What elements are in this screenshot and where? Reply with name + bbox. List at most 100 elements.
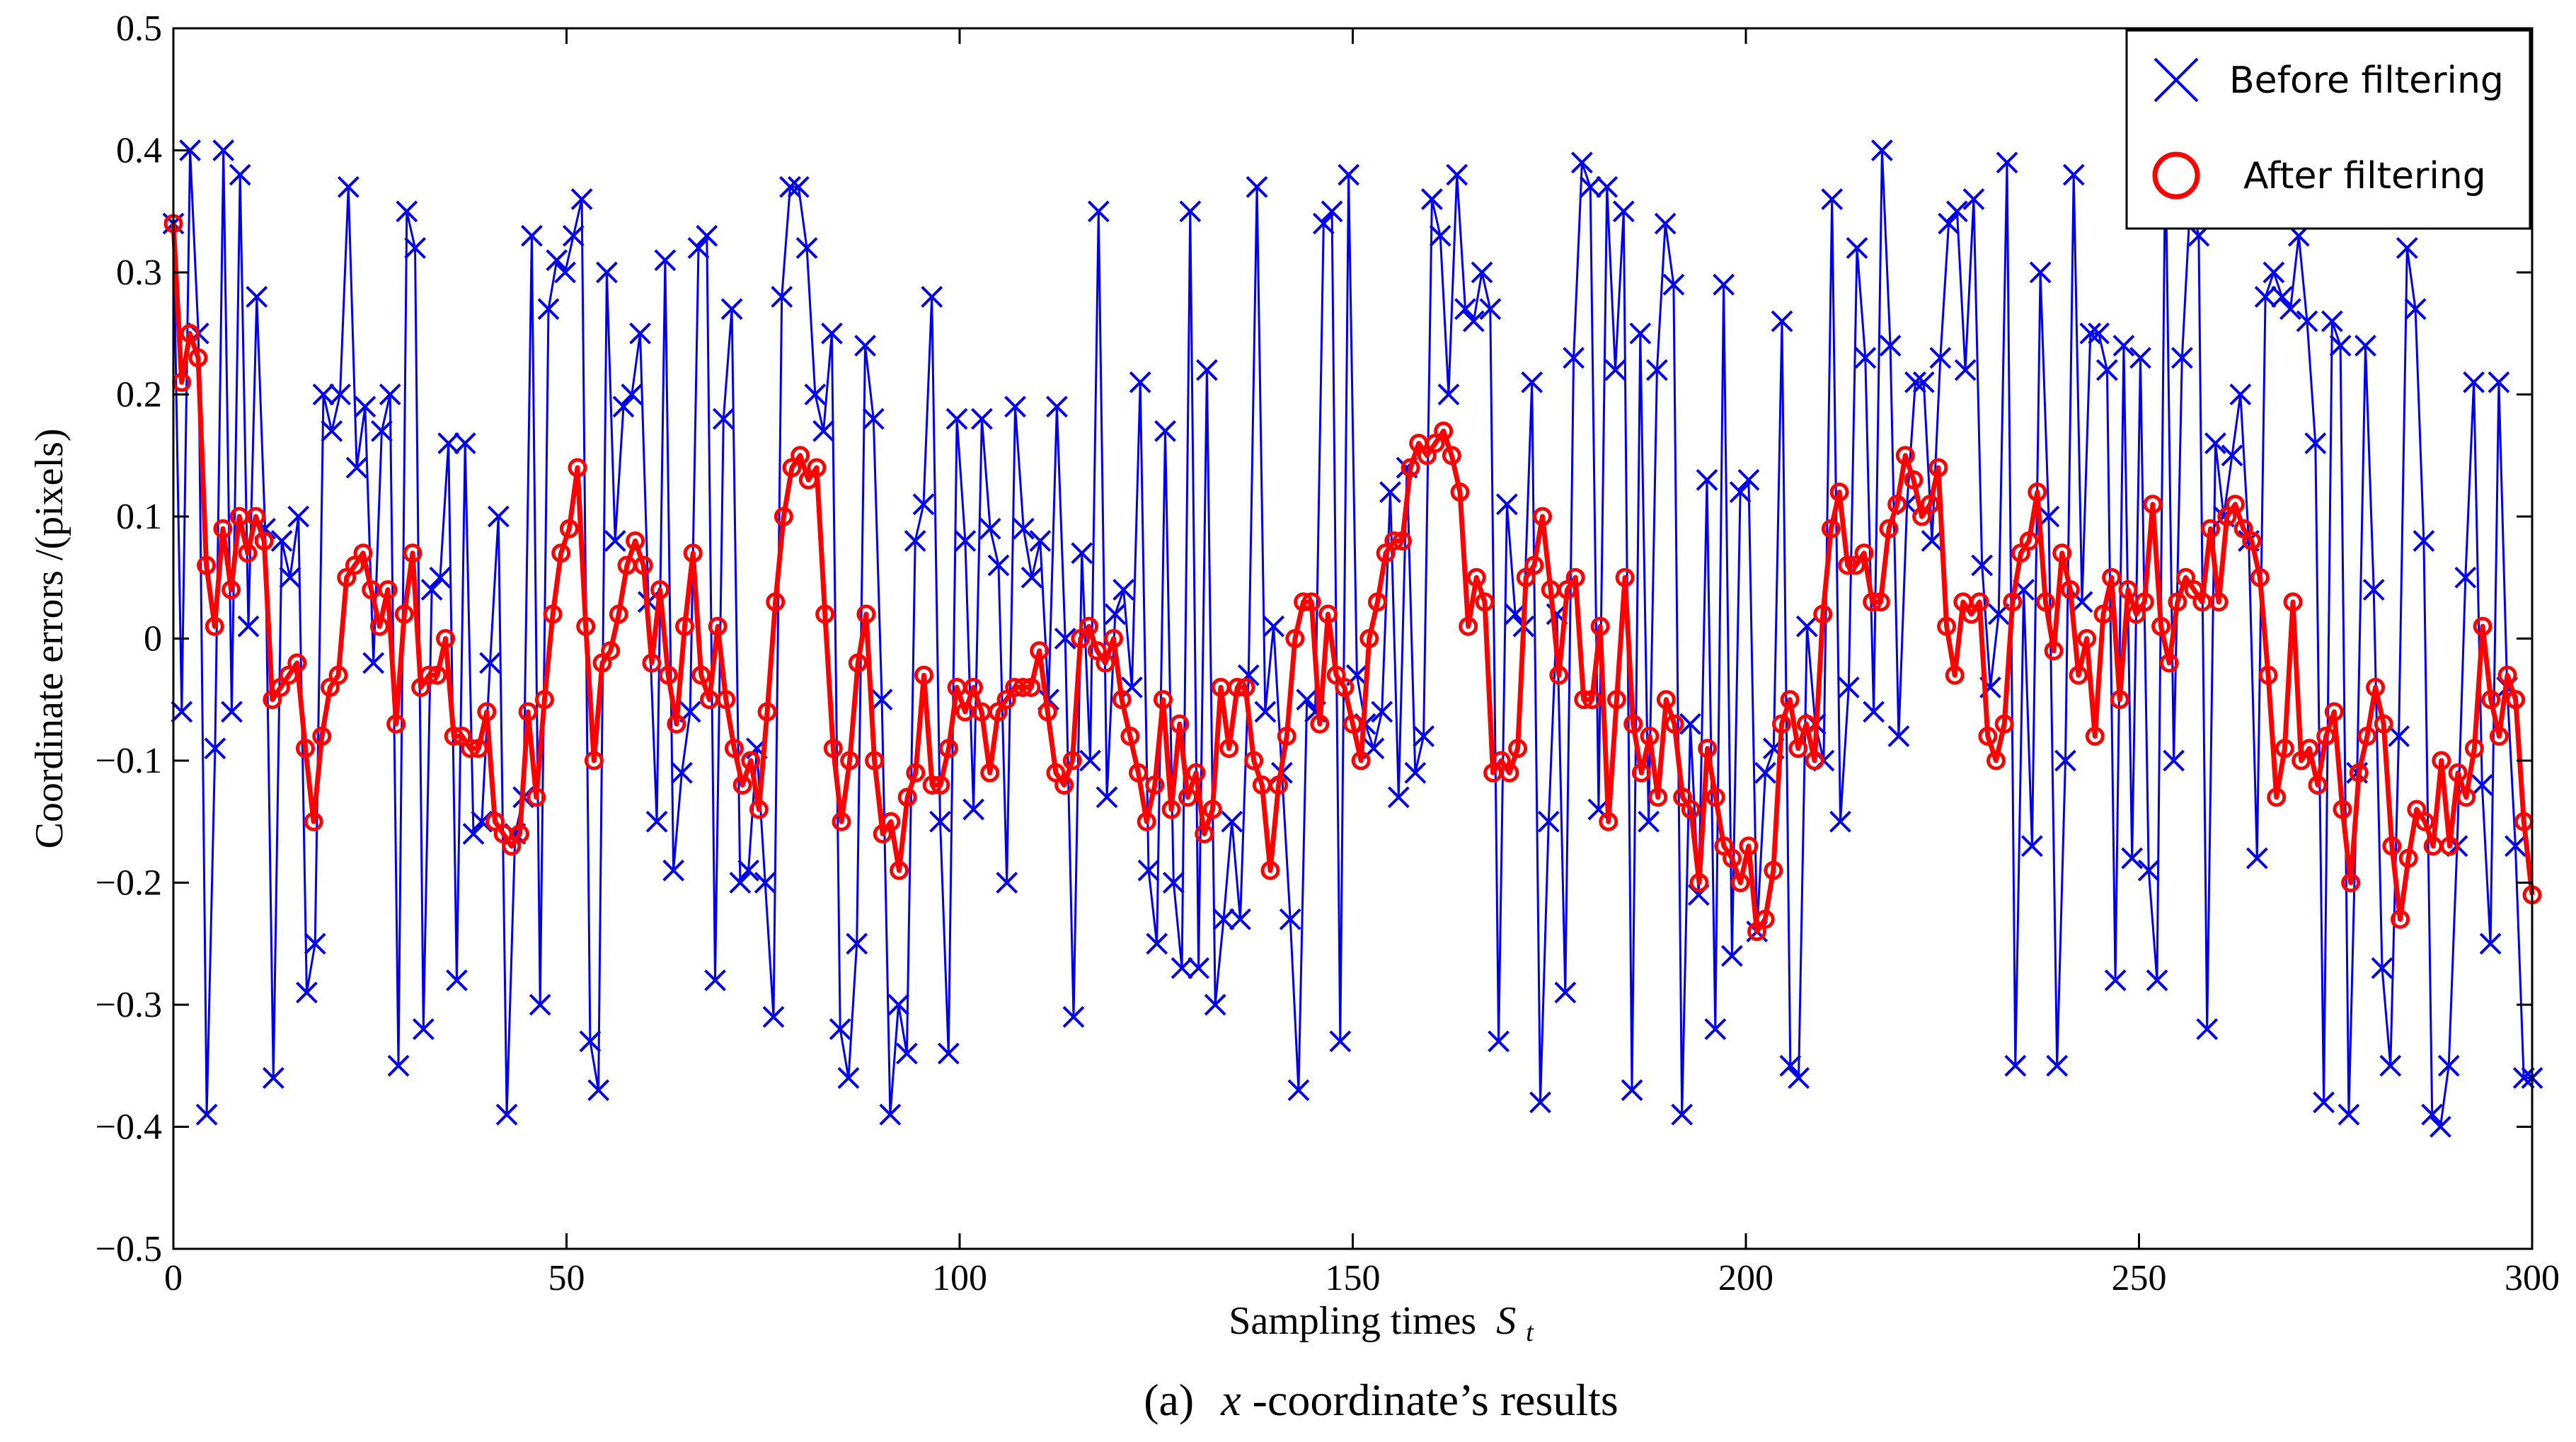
before-filtering-point: [1179, 200, 1202, 223]
before-filtering-point: [2170, 347, 2193, 369]
before-filtering-point: [1204, 993, 1226, 1016]
after-filtering-point: [1508, 739, 1528, 759]
before-filtering-point: [1846, 237, 1868, 259]
after-filtering-point: [1459, 616, 1478, 636]
before-filtering-point: [345, 456, 368, 479]
before-filtering-point: [1146, 933, 1168, 955]
before-filtering-point: [1321, 200, 1343, 223]
series-after-filtering: [163, 214, 2542, 941]
after-filtering-point: [1780, 690, 1800, 710]
after-filtering-point: [1145, 775, 1165, 795]
before-filtering-point: [804, 383, 827, 405]
before-filtering-point: [1096, 786, 1118, 809]
before-filtering-point: [1437, 383, 1460, 405]
before-filtering-point: [937, 1042, 960, 1065]
before-filtering-point: [1279, 908, 1301, 930]
after-filtering-point: [1079, 616, 1099, 636]
after-filtering-point: [1615, 567, 1635, 587]
after-filtering-point: [254, 531, 274, 550]
caption-text: -coordinate’s results: [1253, 1375, 1618, 1425]
before-filtering-point: [554, 261, 576, 284]
before-filtering-point: [654, 249, 677, 272]
before-filtering-point: [454, 432, 476, 454]
before-filtering-point: [2488, 371, 2510, 393]
before-filtering-point: [629, 322, 651, 345]
y-tick-label: 0.2: [116, 375, 162, 415]
after-filtering-point: [1195, 824, 1214, 843]
before-filtering-point: [1945, 200, 1968, 223]
after-filtering-point: [2250, 567, 2270, 587]
before-filtering-point: [1404, 761, 1427, 784]
before-filtering-point: [2054, 749, 2076, 772]
y-axis-label: Coordinate errors /(pixels): [28, 428, 71, 848]
before-filtering-point: [1479, 298, 1502, 321]
before-filtering-point: [2112, 335, 2135, 357]
before-filtering-point: [720, 298, 743, 321]
before-filtering-point: [2121, 847, 2144, 870]
after-filtering-point: [757, 702, 777, 722]
before-filtering-point: [2004, 1054, 2027, 1077]
x-tick-label: 150: [1326, 1258, 1381, 1298]
after-filtering-point: [1359, 629, 1379, 648]
after-filtering-point: [2258, 665, 2278, 685]
after-filtering-point: [1153, 690, 1173, 710]
before-filtering-point: [1771, 310, 1793, 333]
after-filtering-point: [1219, 739, 1239, 759]
after-filtering-point: [2439, 836, 2459, 856]
after-filtering-point: [2275, 739, 2294, 759]
after-filtering-point: [865, 751, 885, 771]
before-filtering-point: [1929, 347, 1952, 369]
after-filtering-point: [1821, 519, 1841, 538]
before-filtering-point: [996, 872, 1018, 894]
before-filtering-point: [2379, 1054, 2402, 1077]
before-filtering-point: [1221, 810, 1243, 833]
before-filtering-point: [2137, 859, 2160, 882]
legend-label-before-filtering: Before filtering: [2229, 59, 2504, 102]
before-filtering-point: [487, 505, 510, 528]
after-filtering-point: [609, 604, 628, 624]
after-filtering-point: [1599, 812, 1618, 831]
before-filtering-point: [921, 286, 943, 308]
after-filtering-point: [774, 507, 793, 526]
legend-circle-mark: [2152, 151, 2200, 200]
before-filtering-point: [2463, 371, 2485, 393]
before-filtering-point: [887, 993, 910, 1016]
before-filtering-point: [2279, 298, 2301, 321]
after-filtering-point: [568, 458, 587, 478]
before-filtering-point: [2221, 444, 2243, 467]
before-filtering-point: [262, 1067, 284, 1089]
before-filtering-point: [2313, 1091, 2335, 1114]
after-filtering-point: [1013, 678, 1033, 697]
after-filtering-point: [2324, 702, 2344, 722]
before-filtering-point: [929, 810, 951, 833]
caption-variable: x: [1220, 1375, 1241, 1425]
after-filtering-point: [1236, 678, 1255, 697]
y-tick-label: 0.4: [116, 131, 162, 171]
before-filtering-point: [2020, 835, 2043, 858]
y-tick-label: −0.4: [96, 1107, 162, 1148]
before-filtering-point: [387, 1054, 410, 1077]
before-filtering-point: [2304, 432, 2327, 454]
before-filtering-point: [596, 261, 618, 284]
after-filtering-point: [205, 616, 224, 636]
after-filtering-point: [1062, 751, 1082, 771]
before-filtering-point: [1112, 579, 1135, 601]
before-filtering-point: [1612, 200, 1635, 223]
after-filtering-point: [2209, 592, 2229, 612]
before-filtering-point: [829, 1018, 851, 1040]
after-filtering-point: [1285, 629, 1305, 648]
before-filtering-point: [2362, 579, 2385, 601]
before-filtering-point: [521, 224, 543, 247]
after-filtering-point: [1384, 531, 1404, 550]
before-filtering-point: [1737, 468, 1760, 491]
before-filtering-point: [1971, 554, 1994, 577]
after-filtering-point: [1986, 751, 2006, 771]
after-filtering-point: [832, 812, 851, 831]
after-filtering-point: [1920, 495, 1940, 514]
after-filtering-point: [1269, 775, 1289, 795]
after-filtering-point: [2341, 873, 2361, 892]
before-filtering-point: [2095, 359, 2118, 381]
after-filtering-point: [1434, 421, 1454, 441]
before-filtering-line: [172, 149, 2532, 1128]
after-filtering-point: [2283, 592, 2303, 612]
